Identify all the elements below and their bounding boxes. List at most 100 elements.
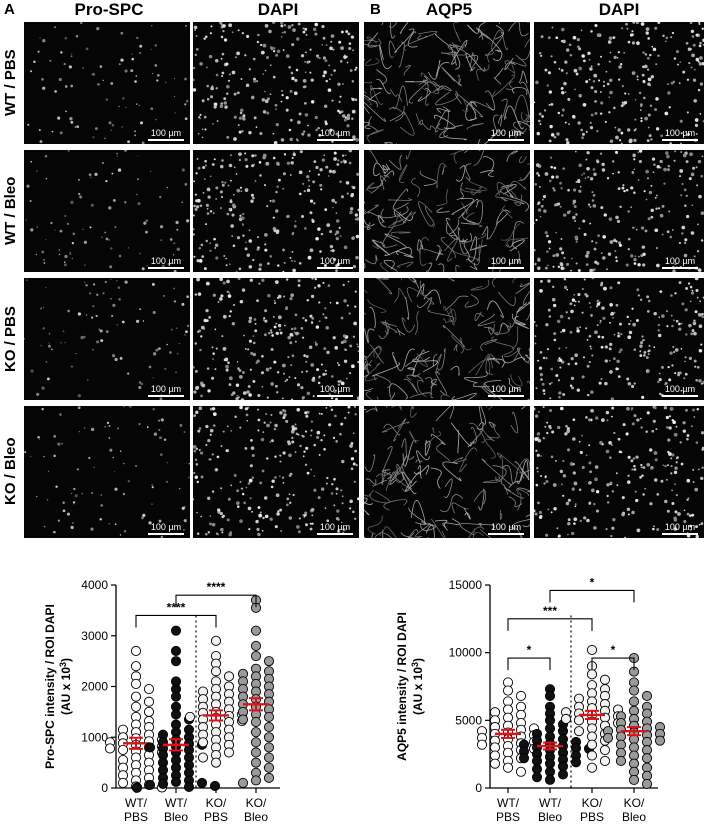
significance-bracket [507, 657, 551, 671]
data-point [197, 752, 209, 763]
data-point [599, 745, 611, 756]
data-point [628, 774, 640, 785]
y-axis-unit: (AU x 103) [410, 658, 425, 715]
x-tick-label: Bleo [164, 810, 188, 824]
data-point [586, 750, 598, 761]
data-point [502, 685, 514, 696]
x-tick-label: WT/ [497, 796, 520, 810]
scale-bar: 100 µm [488, 128, 524, 141]
micrograph-pro-spc-row-3: 100 µm [24, 278, 190, 400]
scale-bar-label: 100 µm [490, 256, 522, 266]
significance-label: **** [167, 600, 186, 614]
scale-bar-label: 100 µm [319, 522, 351, 532]
data-point [250, 640, 262, 651]
data-point [586, 644, 598, 656]
data-point [570, 757, 582, 768]
scale-bar-label: 100 µm [490, 128, 522, 138]
data-point [250, 737, 262, 748]
data-point [144, 779, 156, 791]
significance-label: * [527, 643, 532, 657]
data-point [130, 678, 142, 690]
data-point [263, 742, 275, 753]
data-point [586, 669, 598, 680]
scale-bar: 100 µm [662, 522, 698, 535]
data-point [641, 778, 653, 789]
row-label-wt-pbs: WT / PBS [2, 49, 19, 117]
scale-bar: 100 µm [662, 128, 698, 141]
significance-label: **** [207, 580, 226, 594]
data-point [130, 661, 142, 672]
significance-label: * [590, 575, 595, 589]
data-point [263, 711, 275, 722]
data-point [117, 744, 129, 755]
data-point [586, 762, 598, 773]
column-header-aqp5: AQP5 [425, 0, 473, 19]
scale-bar: 100 µm [662, 384, 698, 397]
x-tick-label: KO/ [246, 796, 267, 810]
micrograph-dapi-row-1: 100 µm [534, 22, 704, 144]
micrograph-dapi-row-3: 100 µm [534, 278, 704, 400]
panel-letter-a: A [4, 1, 15, 18]
scale-bar-line [488, 395, 524, 397]
x-tick-label: KO/ [582, 796, 603, 810]
chart-pro-spc: 0 1000 2000 3000 4000 Pro-SPC intensity / ROI… [40, 555, 330, 829]
panel-letter-b: B [370, 1, 381, 18]
scale-bar-label: 100 µm [319, 256, 351, 266]
scale-bar-label: 100 µm [664, 522, 696, 532]
scale-bar-line [148, 139, 184, 141]
data-point [170, 656, 182, 667]
scale-bar-line [148, 533, 184, 535]
data-point [183, 781, 195, 793]
scale-bar-line [317, 139, 353, 141]
data-point [641, 753, 653, 764]
scale-bar: 100 µm [488, 384, 524, 397]
row-label-ko-bleo: KO / Bleo [2, 437, 19, 505]
x-tick-label: WT/ [125, 796, 148, 810]
data-point [144, 742, 156, 753]
data-point [641, 690, 653, 702]
x-tick-label: WT/ [165, 796, 188, 810]
significance-bracket [507, 618, 593, 631]
micrograph-aqp5-row-1: 100 µm [364, 22, 530, 144]
data-point [263, 722, 275, 733]
data-point [615, 755, 627, 766]
micrograph-dapi-row-2: 100 µm [534, 150, 704, 272]
data-point [263, 762, 275, 773]
x-tick-label: Bleo [244, 810, 268, 824]
data-point [628, 685, 640, 696]
x-tick-label: KO/ [624, 796, 645, 810]
data-point [143, 706, 155, 717]
scale-bar-label: 100 µm [664, 384, 696, 394]
column-header-dapi-b: DAPI [598, 0, 640, 19]
y-tick-label: 0 [475, 781, 482, 795]
scale-bar: 100 µm [317, 384, 353, 397]
data-point [599, 674, 611, 685]
scale-bar: 100 µm [148, 256, 184, 269]
scale-bar-line [317, 267, 353, 269]
y-tick-label: 3000 [81, 629, 108, 643]
scale-bar-label: 100 µm [490, 522, 522, 532]
data-point [544, 774, 556, 785]
data-point [210, 757, 222, 768]
data-point [250, 625, 262, 636]
data-point [223, 747, 235, 758]
data-point [250, 727, 262, 738]
data-point [170, 625, 182, 636]
scale-bar-line [662, 267, 698, 269]
scale-bar-label: 100 µm [490, 384, 522, 394]
scale-bar: 100 µm [488, 256, 524, 269]
y-tick-label: 4000 [81, 578, 108, 592]
significance-bracket [591, 657, 635, 671]
scale-bar: 100 µm [488, 522, 524, 535]
micrograph-dapi-row-1: 100 µm [193, 22, 359, 144]
data-point [502, 762, 514, 773]
data-point [184, 711, 196, 722]
data-point [210, 666, 222, 677]
data-point [586, 739, 598, 750]
y-tick-label: 10000 [449, 646, 483, 660]
x-tick-label: PBS [496, 810, 520, 824]
scale-bar-line [317, 533, 353, 535]
scale-bar-label: 100 µm [319, 384, 351, 394]
scale-bar-line [488, 139, 524, 141]
column-header-dapi-a: DAPI [257, 0, 299, 19]
